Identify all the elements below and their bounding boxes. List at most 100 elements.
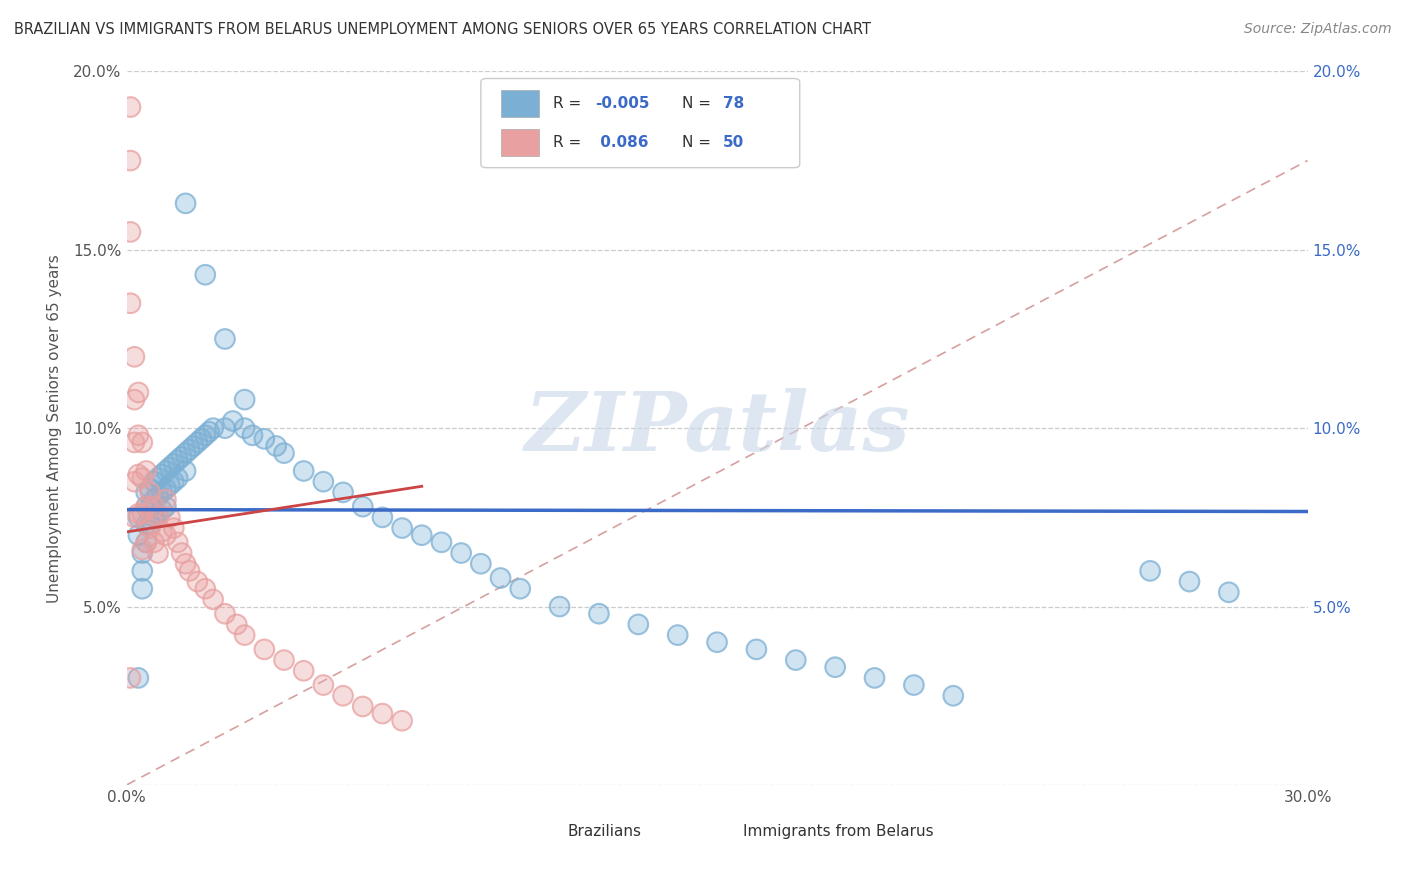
Point [127,671,149,685]
Point [253,432,276,446]
Point [127,467,149,482]
Point [166,535,188,549]
Point [163,521,186,535]
Point [273,653,295,667]
Point [127,510,149,524]
Point [1218,585,1240,599]
Point [1218,585,1240,599]
Point [139,485,162,500]
Point [548,599,571,614]
Point [135,464,157,478]
Point [194,268,217,282]
Point [391,521,413,535]
Point [124,475,146,489]
Text: ZIPatlas: ZIPatlas [524,388,910,468]
Point [150,485,173,500]
Point [155,492,177,507]
Point [745,642,768,657]
Point [155,464,177,478]
Point [242,428,264,442]
Text: Source: ZipAtlas.com: Source: ZipAtlas.com [1244,22,1392,37]
Y-axis label: Unemployment Among Seniors over 65 years: Unemployment Among Seniors over 65 years [48,254,62,602]
Point [242,428,264,442]
Point [1139,564,1161,578]
Point [186,435,208,450]
Point [292,464,315,478]
Point [143,535,166,549]
Point [131,582,153,596]
Point [174,557,197,571]
Point [174,464,197,478]
Point [174,557,197,571]
Point [190,432,212,446]
Point [391,521,413,535]
Point [371,706,394,721]
Text: R =: R = [553,136,586,150]
Text: N =: N = [682,136,716,150]
Point [264,439,287,453]
Point [214,421,236,435]
Point [120,225,142,239]
Point [194,428,217,442]
Point [163,457,186,471]
Point [233,392,256,407]
Point [170,450,193,464]
Point [131,564,153,578]
Point [120,296,142,310]
Point [150,467,173,482]
Point [135,500,157,514]
Point [292,664,315,678]
Point [214,607,236,621]
Point [166,453,188,467]
Point [135,517,157,532]
Text: Brazilians: Brazilians [567,824,641,838]
Point [411,528,433,542]
Point [214,332,236,346]
Point [131,507,153,521]
Bar [501,90,538,117]
Point [150,524,173,539]
Point [135,485,157,500]
Point [127,428,149,442]
Point [155,492,177,507]
Point [179,564,201,578]
Text: 50: 50 [723,136,744,150]
Point [174,464,197,478]
Point [170,546,193,560]
Point [150,503,173,517]
Point [332,485,354,500]
Text: N =: N = [682,96,716,111]
Point [146,546,169,560]
Point [127,428,149,442]
Point [139,482,162,496]
Point [1178,574,1201,589]
Point [143,475,166,489]
Point [127,507,149,521]
Point [352,500,374,514]
Point [352,699,374,714]
Point [903,678,925,692]
Point [292,664,315,678]
Point [143,492,166,507]
Point [131,542,153,557]
Point [131,507,153,521]
Point [548,599,571,614]
Point [666,628,689,642]
Point [139,517,162,532]
Point [706,635,728,649]
Point [146,546,169,560]
Point [163,521,186,535]
Point [163,457,186,471]
Point [159,478,181,492]
Text: BRAZILIAN VS IMMIGRANTS FROM BELARUS UNEMPLOYMENT AMONG SENIORS OVER 65 YEARS CO: BRAZILIAN VS IMMIGRANTS FROM BELARUS UNE… [14,22,872,37]
Point [627,617,650,632]
FancyBboxPatch shape [481,78,800,168]
Point [143,510,166,524]
Point [588,607,610,621]
Point [233,421,256,435]
Point [489,571,512,585]
Point [135,535,157,549]
Point [273,446,295,460]
Point [120,225,142,239]
Point [411,528,433,542]
